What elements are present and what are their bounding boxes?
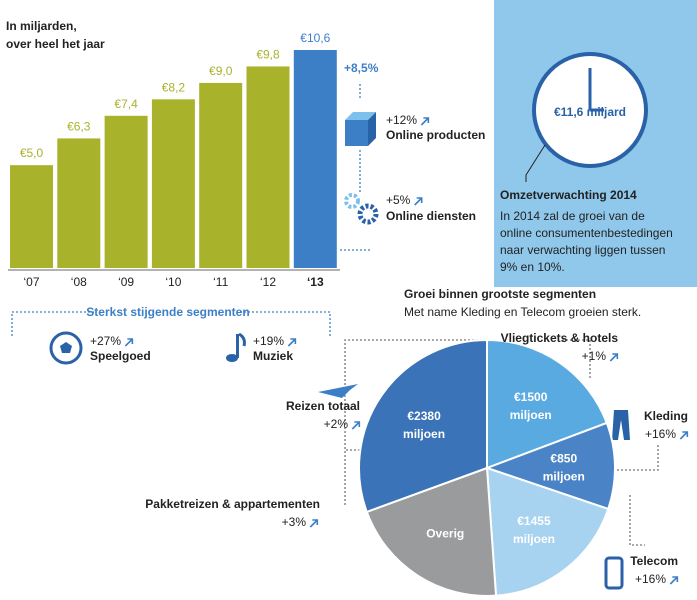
x-tick-label: ‘13: [307, 275, 324, 289]
forecast-text: In 2014 zal de groei van de: [500, 209, 645, 223]
growth-arrow: [609, 353, 619, 362]
bar: [293, 50, 337, 268]
pie-slice: [358, 338, 488, 514]
x-tick-label: ‘12: [260, 275, 276, 289]
value-label: €6,3: [67, 119, 91, 133]
connector: [11, 311, 331, 336]
growth-arrow: [124, 338, 134, 347]
growth-label: Online diensten: [386, 209, 476, 223]
forecast-amount: €11,6 miljard: [554, 105, 626, 119]
bar: [10, 165, 53, 268]
slice-value: €850: [550, 452, 577, 466]
pie-title: Groei binnen grootste segmenten: [404, 287, 596, 301]
growth-arrow: [309, 519, 319, 528]
growth-label: Online producten: [386, 128, 485, 142]
callout-label: Pakketreizen & appartementen: [145, 497, 320, 511]
bar: [104, 115, 148, 269]
growth-arrow: [679, 431, 689, 440]
growth-arrow: [420, 117, 430, 126]
gear-icon: [344, 193, 379, 225]
x-tick-label: ‘10: [165, 275, 181, 289]
callout-label: Kleding: [644, 409, 688, 423]
pie-slice: [484, 421, 616, 511]
value-label: €7,4: [114, 97, 138, 111]
growth-change: +5%: [386, 193, 411, 207]
value-label: €9,0: [209, 64, 233, 78]
forecast-text: online consumentenbestedingen: [500, 226, 673, 240]
callout-growth: +16%: [645, 427, 676, 441]
growth-change: +12%: [386, 113, 417, 127]
growth-arrow: [351, 421, 361, 430]
pie-subtitle: Met name Kleding en Telecom groeien ster…: [404, 305, 641, 319]
bar: [246, 66, 290, 269]
segment-change: +27%: [90, 334, 121, 348]
segments-title: Sterkst stijgende segmenten: [86, 305, 249, 319]
callout-label: Telecom: [630, 554, 678, 568]
slice-unit: miljoen: [513, 532, 555, 546]
slice-name: Overig: [426, 526, 464, 540]
value-label: €5,0: [20, 146, 44, 160]
pie-slice: [365, 466, 498, 597]
x-tick-label: ‘11: [213, 275, 228, 289]
growth-arrow: [414, 197, 423, 206]
slice-value: €2380: [407, 409, 441, 423]
growth-arrow: [669, 576, 679, 585]
trousers-icon: [612, 410, 630, 440]
connector: [340, 84, 370, 251]
subtitle: over heel het jaar: [6, 37, 105, 51]
callout-label: Reizen totaal: [286, 399, 360, 413]
value-label: €9,8: [256, 47, 280, 61]
callout-growth: +2%: [324, 417, 349, 431]
slice-value: €1500: [514, 390, 548, 404]
plane-icon: [318, 384, 358, 398]
music-icon: [226, 332, 246, 362]
growth-total: +8,5%: [344, 61, 379, 75]
value-label: €8,2: [162, 80, 186, 94]
growth-arrow: [287, 338, 297, 347]
phone-icon: [604, 556, 624, 590]
value-label: €10,6: [300, 31, 330, 45]
connector: [344, 339, 659, 546]
segment-label: Speelgoed: [90, 349, 151, 363]
callout-label: Vliegtickets & hotels: [501, 331, 619, 345]
callout-growth: +16%: [635, 572, 666, 586]
slice-unit: miljoen: [543, 470, 585, 484]
forecast-text: naar verwachting liggen tussen: [500, 243, 665, 257]
subtitle: In miljarden,: [6, 19, 77, 33]
segment-label: Muziek: [253, 349, 293, 363]
connector: [525, 144, 546, 182]
x-tick-label: ‘08: [71, 275, 87, 289]
bar: [57, 138, 101, 268]
bar: [199, 82, 243, 268]
forecast-text: 9% en 10%.: [500, 260, 565, 274]
slice-unit: miljoen: [510, 408, 552, 422]
forecast-title: Omzetverwachting 2014: [500, 188, 637, 202]
slice-value: €1455: [517, 514, 551, 528]
bar: [151, 99, 195, 268]
cube-icon: [345, 112, 376, 146]
ball-icon: [49, 331, 83, 365]
pie-slice: [485, 466, 610, 597]
callout-growth: +1%: [582, 349, 607, 363]
x-tick-label: ‘07: [23, 275, 39, 289]
callout-growth: +3%: [282, 515, 307, 529]
segment-change: +19%: [253, 334, 284, 348]
pie-slice: [486, 338, 609, 470]
slice-unit: miljoen: [403, 427, 445, 441]
x-tick-label: ‘09: [118, 275, 134, 289]
